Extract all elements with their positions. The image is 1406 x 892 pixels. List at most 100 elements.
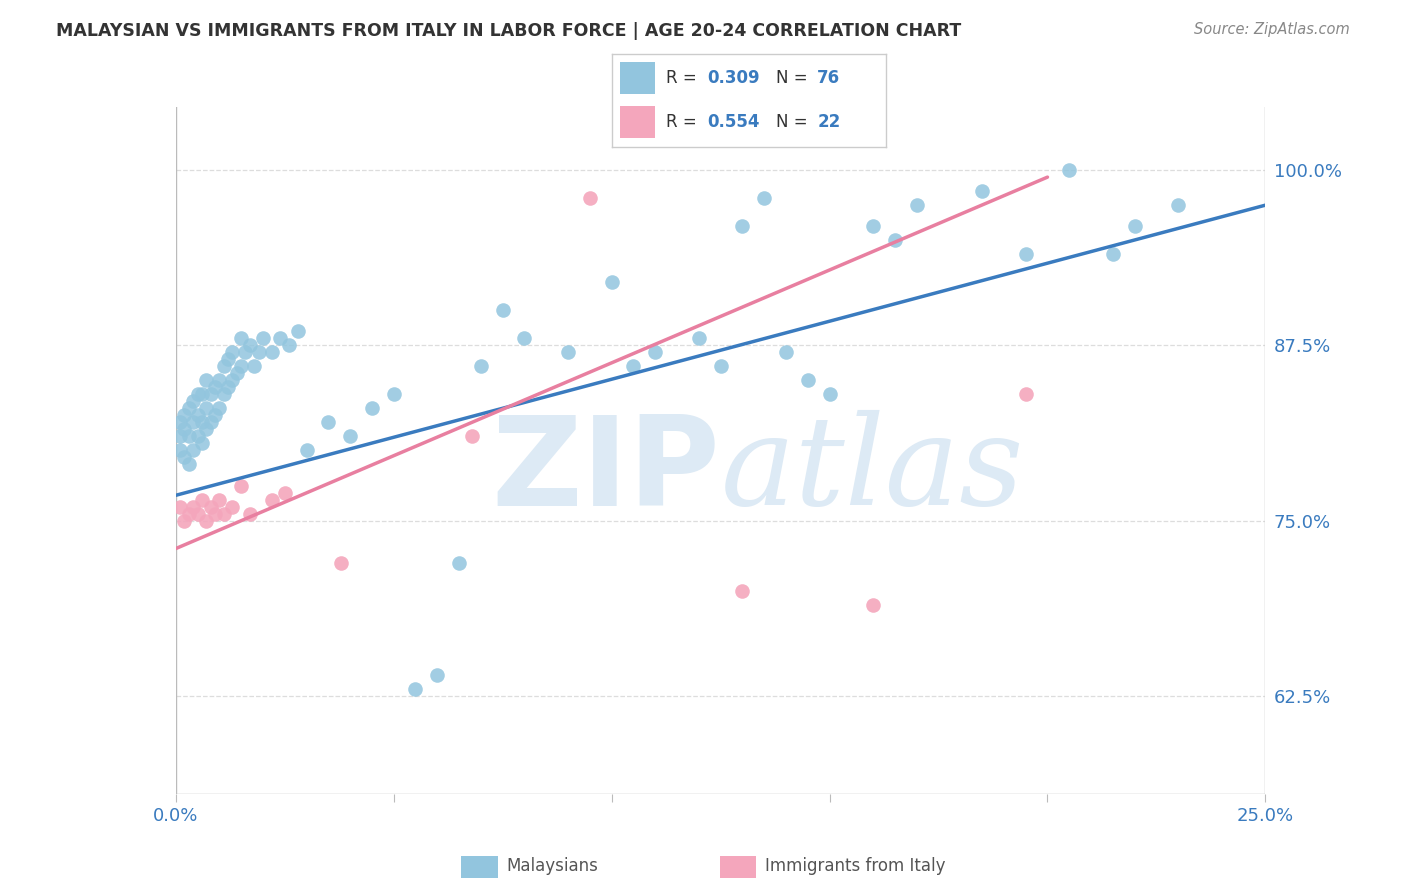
Point bbox=[173, 422, 195, 436]
Point bbox=[212, 387, 235, 401]
Point bbox=[243, 359, 266, 374]
Text: MALAYSIAN VS IMMIGRANTS FROM ITALY IN LABOR FORCE | AGE 20-24 CORRELATION CHART: MALAYSIAN VS IMMIGRANTS FROM ITALY IN LA… bbox=[56, 22, 962, 40]
Point bbox=[492, 303, 515, 318]
Point bbox=[191, 416, 214, 430]
Point bbox=[186, 409, 209, 423]
Point bbox=[169, 416, 191, 430]
Point bbox=[169, 443, 191, 458]
Text: Source: ZipAtlas.com: Source: ZipAtlas.com bbox=[1194, 22, 1350, 37]
Point bbox=[884, 233, 907, 247]
Text: 22: 22 bbox=[817, 113, 841, 131]
Point bbox=[208, 373, 231, 387]
Point bbox=[208, 401, 231, 416]
Point bbox=[461, 429, 484, 443]
Point bbox=[221, 500, 243, 514]
Point bbox=[177, 507, 200, 521]
Point bbox=[339, 429, 361, 443]
Text: Immigrants from Italy: Immigrants from Italy bbox=[765, 857, 945, 875]
Point bbox=[212, 507, 235, 521]
Point bbox=[775, 345, 797, 359]
Text: 0.309: 0.309 bbox=[707, 69, 761, 87]
Point bbox=[621, 359, 644, 374]
FancyBboxPatch shape bbox=[461, 856, 498, 878]
Text: N =: N = bbox=[776, 69, 813, 87]
Point bbox=[177, 429, 200, 443]
Point bbox=[1102, 247, 1125, 261]
Point bbox=[1057, 163, 1080, 178]
Point bbox=[181, 416, 204, 430]
Text: 0.554: 0.554 bbox=[707, 113, 761, 131]
Point bbox=[191, 436, 214, 450]
Point bbox=[579, 191, 602, 205]
Point bbox=[905, 198, 928, 212]
Point bbox=[513, 331, 536, 345]
Point bbox=[195, 514, 218, 528]
Point bbox=[204, 380, 226, 394]
Point bbox=[470, 359, 492, 374]
Point bbox=[231, 359, 253, 374]
Point bbox=[191, 387, 214, 401]
Point bbox=[1015, 387, 1038, 401]
Point bbox=[1015, 247, 1038, 261]
Point bbox=[600, 275, 623, 289]
FancyBboxPatch shape bbox=[720, 856, 756, 878]
Point bbox=[181, 394, 204, 409]
Text: R =: R = bbox=[666, 69, 703, 87]
Point bbox=[173, 450, 195, 465]
Point bbox=[644, 345, 666, 359]
Point bbox=[181, 443, 204, 458]
Point bbox=[186, 507, 209, 521]
Point bbox=[200, 416, 222, 430]
Point bbox=[1167, 198, 1189, 212]
Point bbox=[195, 401, 218, 416]
Point bbox=[557, 345, 579, 359]
Point bbox=[274, 485, 297, 500]
Point bbox=[818, 387, 841, 401]
Point bbox=[235, 345, 257, 359]
Text: atlas: atlas bbox=[721, 410, 1024, 532]
Point bbox=[405, 681, 427, 696]
Point bbox=[186, 387, 209, 401]
Point bbox=[796, 373, 818, 387]
Point bbox=[382, 387, 405, 401]
Point bbox=[204, 409, 226, 423]
Point bbox=[217, 352, 239, 367]
Point bbox=[287, 324, 309, 338]
Point bbox=[360, 401, 382, 416]
Point bbox=[278, 338, 301, 352]
FancyBboxPatch shape bbox=[620, 62, 655, 94]
Point bbox=[191, 492, 214, 507]
Text: Malaysians: Malaysians bbox=[506, 857, 598, 875]
Point bbox=[710, 359, 733, 374]
Point bbox=[177, 401, 200, 416]
Point bbox=[225, 367, 247, 381]
Point bbox=[247, 345, 270, 359]
Point bbox=[688, 331, 710, 345]
Point bbox=[204, 507, 226, 521]
FancyBboxPatch shape bbox=[620, 106, 655, 138]
Point bbox=[200, 387, 222, 401]
Text: ZIP: ZIP bbox=[492, 410, 721, 532]
Point bbox=[195, 422, 218, 436]
Point bbox=[200, 500, 222, 514]
Point bbox=[862, 598, 884, 612]
Point bbox=[330, 556, 353, 570]
Point bbox=[731, 583, 754, 598]
Point bbox=[173, 514, 195, 528]
Point bbox=[208, 492, 231, 507]
Point bbox=[295, 443, 318, 458]
Point bbox=[1123, 219, 1146, 234]
Point bbox=[169, 500, 191, 514]
Point bbox=[252, 331, 274, 345]
Point bbox=[269, 331, 291, 345]
Point bbox=[173, 409, 195, 423]
Point bbox=[195, 373, 218, 387]
Point bbox=[186, 429, 209, 443]
Point bbox=[231, 478, 253, 492]
Point bbox=[217, 380, 239, 394]
Text: R =: R = bbox=[666, 113, 703, 131]
Point bbox=[239, 507, 262, 521]
Point bbox=[862, 219, 884, 234]
Point bbox=[754, 191, 776, 205]
Point bbox=[447, 556, 470, 570]
